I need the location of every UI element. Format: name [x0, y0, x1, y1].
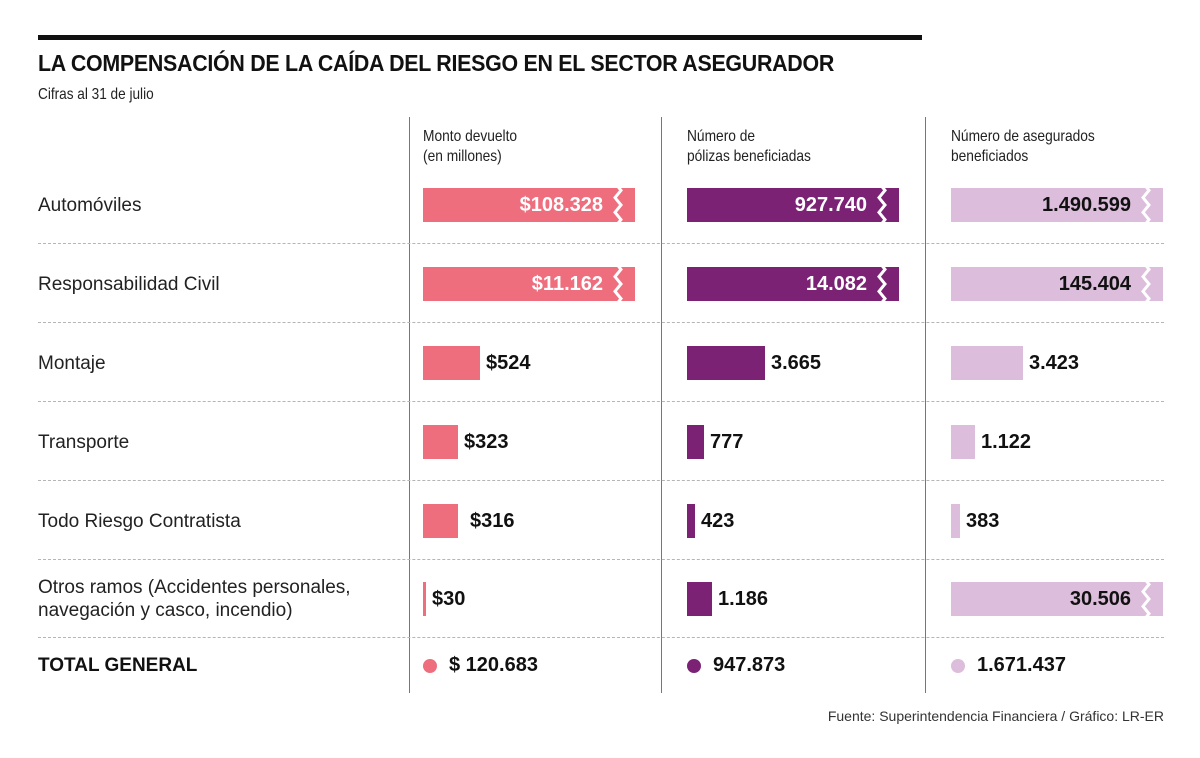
category-label: Otros ramos (Accidentes personales, naveg… — [38, 576, 351, 622]
category-label: Responsabilidad Civil — [38, 273, 220, 296]
chart-title: LA COMPENSACIÓN DE LA CAÍDA DEL RIESGO E… — [38, 50, 834, 76]
column-header-line: Monto devuelto — [423, 128, 518, 145]
column-header: Número de pólizas beneficiadas — [687, 127, 811, 167]
category-label: Transporte — [38, 431, 129, 454]
total-value: $ 120.683 — [449, 654, 538, 676]
total-value: 947.873 — [713, 654, 786, 676]
column-header-line: beneficiados — [951, 148, 1029, 165]
bar-value-label: 423 — [701, 510, 735, 532]
title-rule — [38, 35, 922, 40]
bar-asegurados — [951, 346, 1023, 380]
total-dot-monto — [423, 659, 437, 673]
bar-value-label: $323 — [464, 431, 509, 453]
column-header-line: pólizas beneficiadas — [687, 148, 811, 165]
bar-polizas — [687, 504, 695, 538]
category-label: Automóviles — [38, 194, 142, 217]
total-dot-polizas — [687, 659, 701, 673]
row-separator — [38, 322, 1164, 323]
bar-value-label: $30 — [432, 588, 466, 610]
category-label: Montaje — [38, 352, 106, 375]
bar-value-label: 30.506 — [1069, 588, 1131, 610]
row-separator — [38, 401, 1164, 402]
bar-asegurados — [951, 582, 1163, 616]
chart-subtitle: Cifras al 31 de julio — [38, 86, 154, 103]
bar-asegurados — [951, 188, 1163, 222]
column-header-line: Número de — [687, 128, 756, 145]
bar-polizas — [687, 188, 899, 222]
bar-polizas — [687, 425, 704, 459]
bar-monto — [423, 188, 635, 222]
category-label: Todo Riesgo Contratista — [38, 510, 241, 533]
bar-value-label: 383 — [966, 510, 1000, 532]
bar-value-label: 1.186 — [718, 588, 769, 610]
bar-monto — [423, 425, 458, 459]
bar-polizas — [687, 582, 712, 616]
total-dot-asegurados — [951, 659, 965, 673]
bar-value-label: 3.665 — [771, 352, 822, 374]
bar-value-label: $316 — [470, 510, 515, 532]
row-separator — [38, 480, 1164, 481]
bar-polizas — [687, 267, 899, 301]
row-separator — [38, 559, 1164, 560]
total-row-label: TOTAL GENERAL — [38, 655, 198, 676]
bar-value-label: 145.404 — [1058, 273, 1131, 295]
bar-value-label: $11.162 — [531, 273, 603, 295]
bar-monto — [423, 267, 635, 301]
category-label-line: Transporte — [38, 431, 130, 453]
column-divider — [925, 117, 926, 693]
column-divider — [661, 117, 662, 693]
bar-monto — [423, 346, 480, 380]
category-label-line: Otros ramos (Accidentes personales, — [38, 577, 351, 598]
category-label-line: Todo Riesgo Contratista — [38, 510, 241, 532]
category-label-line: Responsabilidad Civil — [38, 273, 220, 295]
bar-asegurados — [951, 425, 975, 459]
bar-asegurados — [951, 504, 960, 538]
column-header-line: Número de asegurados — [951, 128, 1095, 145]
bar-value-label: $524 — [486, 352, 531, 374]
bar-monto — [423, 582, 426, 616]
total-value: 1.671.437 — [977, 654, 1066, 676]
bar-asegurados — [951, 267, 1163, 301]
bar-polizas — [687, 346, 765, 380]
bar-value-label: 1.122 — [981, 431, 1032, 453]
bar-value-label: 927.740 — [794, 194, 867, 216]
category-label-line: Montaje — [38, 352, 106, 374]
column-header: Número de asegurados beneficiados — [951, 127, 1095, 167]
bar-value-label: $108.328 — [519, 194, 603, 216]
bar-value-label: 3.423 — [1029, 352, 1080, 374]
bar-value-label: 1.490.599 — [1042, 194, 1131, 216]
column-header: Monto devuelto (en millones) — [423, 127, 517, 167]
column-divider — [409, 117, 410, 693]
row-separator — [38, 243, 1164, 244]
category-label-line: Automóviles — [38, 194, 142, 216]
column-header-line: (en millones) — [423, 148, 502, 165]
category-label-line: navegación y casco, incendio) — [38, 600, 293, 621]
bar-value-label: 14.082 — [805, 273, 867, 295]
row-separator — [38, 637, 1164, 638]
bar-value-label: 777 — [710, 431, 744, 453]
bar-monto — [423, 504, 458, 538]
source-note: Fuente: Superintendencia Financiera / Gr… — [827, 708, 1164, 724]
